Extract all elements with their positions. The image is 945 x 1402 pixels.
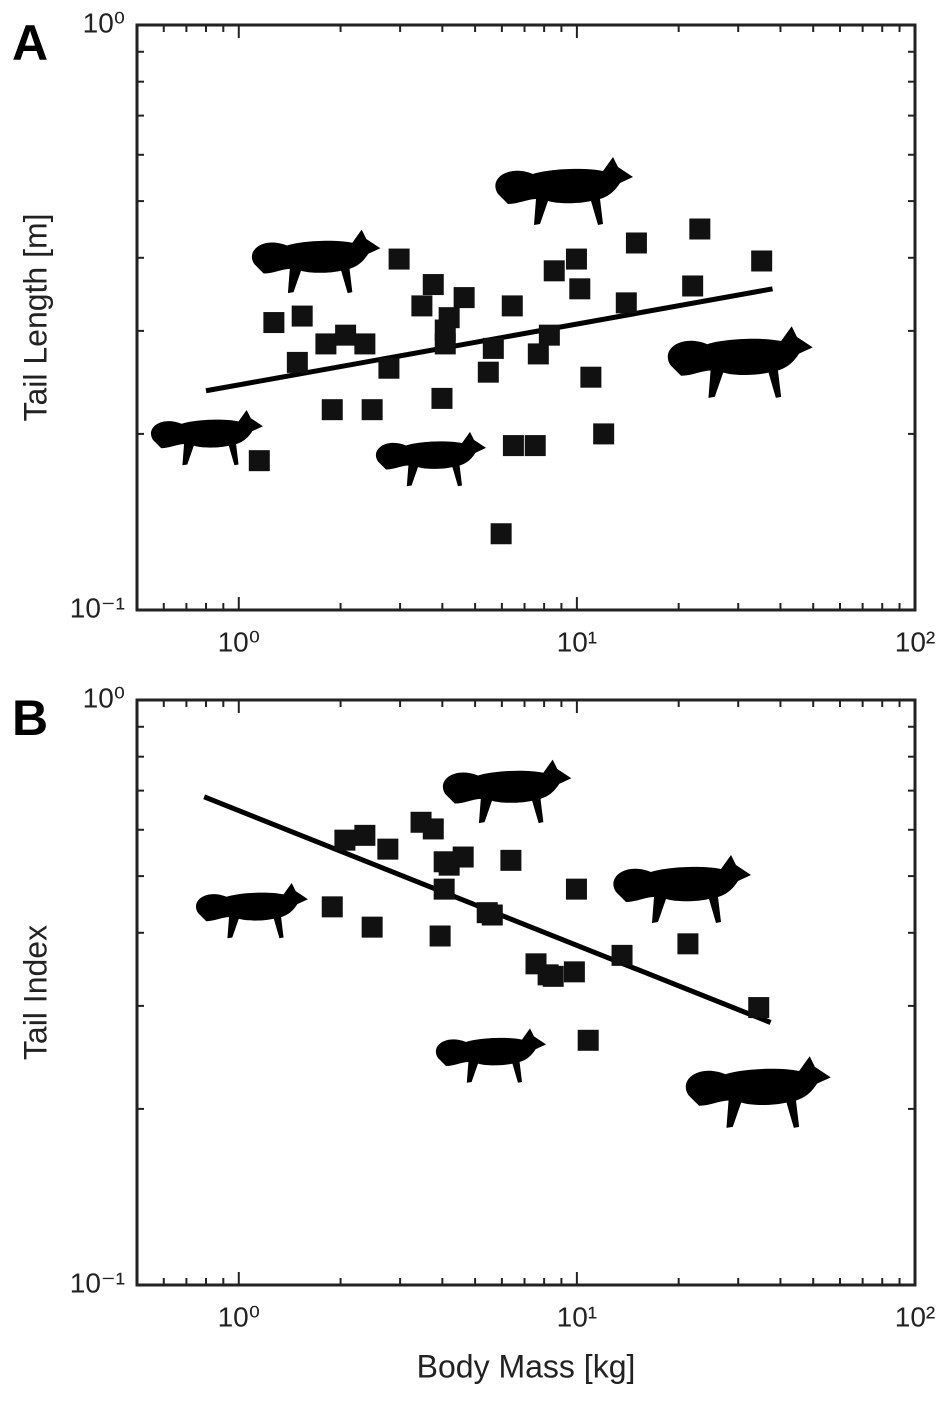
data-point: [565, 878, 587, 900]
data-point: [625, 232, 647, 254]
data-point: [501, 295, 523, 317]
x-tick-label: 10¹: [557, 1301, 597, 1332]
data-point: [422, 818, 444, 840]
wolf-silhouette: [667, 326, 813, 398]
data-point: [377, 838, 399, 860]
panel: 10⁰ 10¹ 10² 10⁻¹ 10⁰ A Tail Length [m]: [12, 7, 935, 657]
y-tick-label: 10⁰: [83, 7, 125, 38]
data-point: [481, 904, 503, 926]
data-point: [482, 337, 504, 359]
data-point: [434, 333, 456, 355]
data-point: [315, 333, 337, 355]
data-point: [263, 312, 285, 334]
data-point: [580, 366, 602, 388]
fox-silhouette: [435, 1028, 546, 1083]
data-point: [543, 260, 565, 282]
data-point: [748, 997, 770, 1019]
data-point: [565, 248, 587, 270]
data-point: [615, 292, 637, 314]
data-point: [577, 1029, 599, 1051]
y-tick-label: 10⁰: [83, 682, 125, 713]
data-point: [354, 824, 376, 846]
fox-silhouette: [375, 431, 486, 487]
data-point: [321, 399, 343, 421]
data-point: [751, 250, 773, 272]
fox-silhouette: [495, 157, 633, 225]
x-tick-label: 10¹: [557, 626, 597, 657]
data-point: [542, 965, 564, 987]
data-point: [682, 275, 704, 297]
data-point: [429, 925, 451, 947]
y-axis-label: Tail Length [m]: [17, 213, 53, 421]
y-axis-label: Tail Index: [17, 925, 53, 1060]
data-point: [477, 361, 499, 383]
data-point: [569, 278, 591, 300]
x-tick-label: 10⁰: [218, 626, 260, 657]
data-point: [354, 333, 376, 355]
data-point: [361, 916, 383, 938]
data-point: [563, 961, 585, 983]
data-point: [422, 274, 444, 296]
data-point: [335, 324, 357, 346]
data-point: [248, 450, 270, 472]
data-point: [378, 357, 400, 379]
data-point: [286, 351, 308, 373]
data-point: [388, 248, 410, 270]
plot-frame: [135, 698, 917, 1287]
x-tick-label: 10⁰: [218, 1301, 260, 1332]
data-point: [527, 343, 549, 365]
data-point: [490, 523, 512, 545]
fox-silhouette: [442, 759, 572, 824]
data-point: [433, 878, 455, 900]
x-tick-label: 10²: [895, 1301, 935, 1332]
data-point: [502, 435, 524, 457]
panel-label: B: [12, 690, 48, 746]
data-point: [500, 849, 522, 871]
fox-silhouette: [613, 855, 751, 923]
data-point: [452, 846, 474, 868]
wolf-silhouette: [685, 1056, 831, 1128]
data-point: [334, 829, 356, 851]
x-axis-label: Body Mass [kg]: [417, 1348, 636, 1384]
data-point: [321, 896, 343, 918]
data-point: [677, 933, 699, 955]
data-point: [431, 387, 453, 409]
plot-frame: [135, 23, 917, 612]
panel-label: A: [12, 15, 48, 71]
fox-silhouette: [150, 409, 263, 466]
panel: 10⁰ 10¹ 10² 10⁻¹ 10⁰ B Tail Index Body Mass [kg…: [12, 682, 935, 1384]
fox-silhouette: [195, 882, 308, 939]
data-point: [611, 944, 633, 966]
data-point: [291, 305, 313, 327]
data-point: [689, 218, 711, 240]
data-point: [524, 435, 546, 457]
data-point: [593, 423, 615, 445]
data-point: [538, 324, 560, 346]
y-tick-label: 10⁻¹: [70, 592, 125, 623]
data-point: [411, 295, 433, 317]
x-tick-label: 10²: [895, 626, 935, 657]
data-point: [361, 399, 383, 421]
y-tick-label: 10⁻¹: [70, 1267, 125, 1298]
data-point: [453, 287, 475, 309]
fox-silhouette: [251, 229, 381, 294]
